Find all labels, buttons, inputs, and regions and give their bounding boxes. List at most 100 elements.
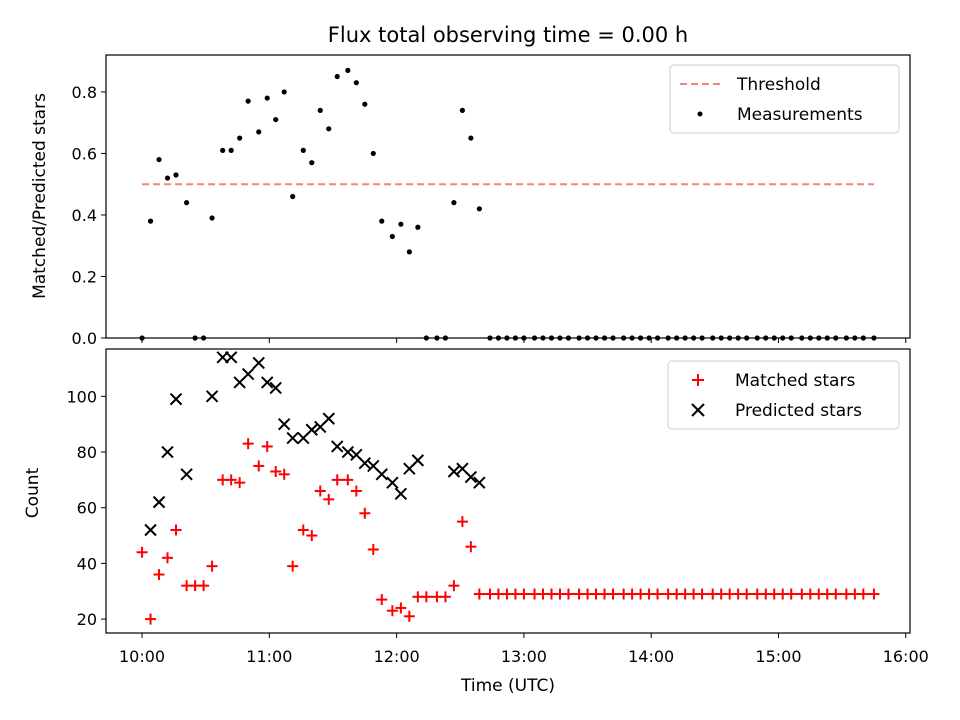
measurement-point-9 — [220, 147, 226, 153]
matched-point-28 — [386, 605, 398, 617]
count-x-axis: 10:00 11:00 12:00 13:00 14:00 15:00 16:00 — [119, 633, 929, 666]
count-x-tick-label-0: 10:00 — [119, 647, 165, 666]
measurement-point-15 — [273, 116, 279, 123]
measurement-point-4 — [173, 172, 179, 178]
measurement-point-3 — [164, 175, 171, 181]
measurement-point-1 — [147, 218, 154, 224]
matched-point-11 — [234, 477, 246, 489]
ratio-y-tick-label-0: 0.0 — [72, 329, 97, 348]
measurement-point-13 — [256, 129, 262, 135]
ratio-legend-box — [669, 64, 900, 134]
predicted-point-28 — [411, 454, 425, 467]
matched-point-38 — [473, 588, 485, 600]
predicted-point-20 — [341, 445, 355, 459]
predicted-point-3 — [169, 392, 183, 406]
measurement-point-5 — [184, 200, 190, 206]
matched-point-20 — [314, 485, 326, 497]
legend-threshold-label: Threshold — [736, 75, 821, 95]
measurement-point-21 — [326, 126, 332, 132]
measurement-point-10 — [228, 147, 234, 153]
matched-point-82 — [868, 588, 880, 600]
count-y-tick-label-2: 60 — [77, 499, 97, 518]
matched-point-29 — [395, 602, 407, 614]
predicted-point-11 — [261, 376, 274, 389]
measurement-point-22 — [334, 73, 340, 80]
legend-matched-label: Matched stars — [735, 371, 855, 391]
measurement-point-24 — [353, 80, 359, 86]
measurement-point-25 — [362, 101, 368, 107]
count-x-tick-label-3: 13:00 — [501, 647, 547, 666]
ratio-axes-frame — [105, 54, 911, 339]
matched-point-16 — [278, 468, 290, 480]
matched-point-32 — [420, 591, 432, 603]
matched-point-68 — [741, 588, 753, 600]
matched-point-2 — [153, 569, 165, 581]
ratio-legend: Threshold Measurements — [669, 64, 900, 134]
measurement-point-35 — [451, 200, 457, 206]
matched-point-26 — [367, 543, 379, 555]
matched-point-10 — [225, 474, 237, 486]
matched-point-18 — [297, 524, 309, 536]
matched-point-15 — [270, 466, 282, 478]
predicted-point-12 — [269, 381, 282, 395]
legend-measurements-swatch — [697, 111, 703, 117]
measurement-point-19 — [309, 160, 315, 166]
count-legend-box — [667, 360, 900, 430]
predicted-point-26 — [394, 487, 408, 500]
predicted-point-16 — [305, 423, 318, 436]
measurement-point-37 — [468, 135, 474, 141]
count-y-tick-label-4: 100 — [66, 387, 97, 406]
count-plot-area — [136, 351, 880, 625]
predicted-point-19 — [331, 440, 344, 453]
predicted-point-22 — [358, 456, 372, 470]
predicted-point-25 — [386, 476, 399, 489]
ratio-x-ticks — [141, 338, 907, 343]
predicted-point-9 — [241, 367, 255, 381]
matched-point-24 — [350, 485, 362, 497]
matched-point-53 — [607, 588, 619, 600]
measurement-point-28 — [389, 233, 395, 240]
legend-predicted-swatch — [691, 403, 705, 417]
matched-point-25 — [359, 507, 371, 519]
ratio-y-axis-label: Matched/Predicted stars — [30, 93, 50, 299]
matched-point-81 — [857, 588, 869, 600]
matched-point-1 — [145, 613, 157, 625]
measurement-point-18 — [300, 147, 306, 153]
predicted-point-5 — [205, 390, 219, 403]
matched-point-7 — [198, 580, 210, 592]
legend-measurements-label: Measurements — [737, 105, 863, 125]
matched-point-30 — [403, 610, 415, 622]
ratio-y-tick-label-4: 0.8 — [72, 83, 97, 102]
count-x-tick-label-4: 14:00 — [628, 647, 674, 666]
measurement-point-36 — [459, 107, 465, 113]
measurement-point-29 — [398, 221, 404, 227]
count-y-tick-label-1: 40 — [77, 554, 97, 573]
matched-point-13 — [253, 460, 265, 472]
count-y-axis-label: Count — [23, 467, 43, 518]
chart-title: Flux total observing time = 0.00 h — [328, 23, 688, 47]
legend-matched-swatch — [692, 374, 704, 386]
matched-point-23 — [342, 474, 354, 486]
predicted-point-13 — [277, 417, 291, 431]
matched-point-78 — [830, 588, 842, 600]
matched-point-35 — [448, 580, 460, 592]
matched-point-48 — [562, 588, 574, 600]
matched-point-73 — [785, 588, 797, 600]
predicted-point-32 — [473, 476, 486, 489]
legend-predicted-label: Predicted stars — [735, 401, 862, 421]
matched-point-58 — [652, 588, 664, 600]
ratio-y-tick-label-2: 0.4 — [72, 206, 97, 225]
measurement-point-2 — [156, 156, 162, 163]
measurement-point-30 — [406, 249, 412, 255]
matched-point-21 — [323, 493, 335, 505]
predicted-point-2 — [161, 445, 174, 459]
matched-point-17 — [287, 560, 299, 572]
predicted-point-24 — [375, 468, 388, 481]
matched-point-19 — [306, 530, 318, 542]
matched-point-4 — [170, 524, 182, 536]
measurement-point-38 — [476, 206, 482, 212]
predicted-point-18 — [322, 412, 335, 425]
predicted-point-7 — [224, 351, 238, 364]
predicted-point-1 — [152, 495, 166, 509]
